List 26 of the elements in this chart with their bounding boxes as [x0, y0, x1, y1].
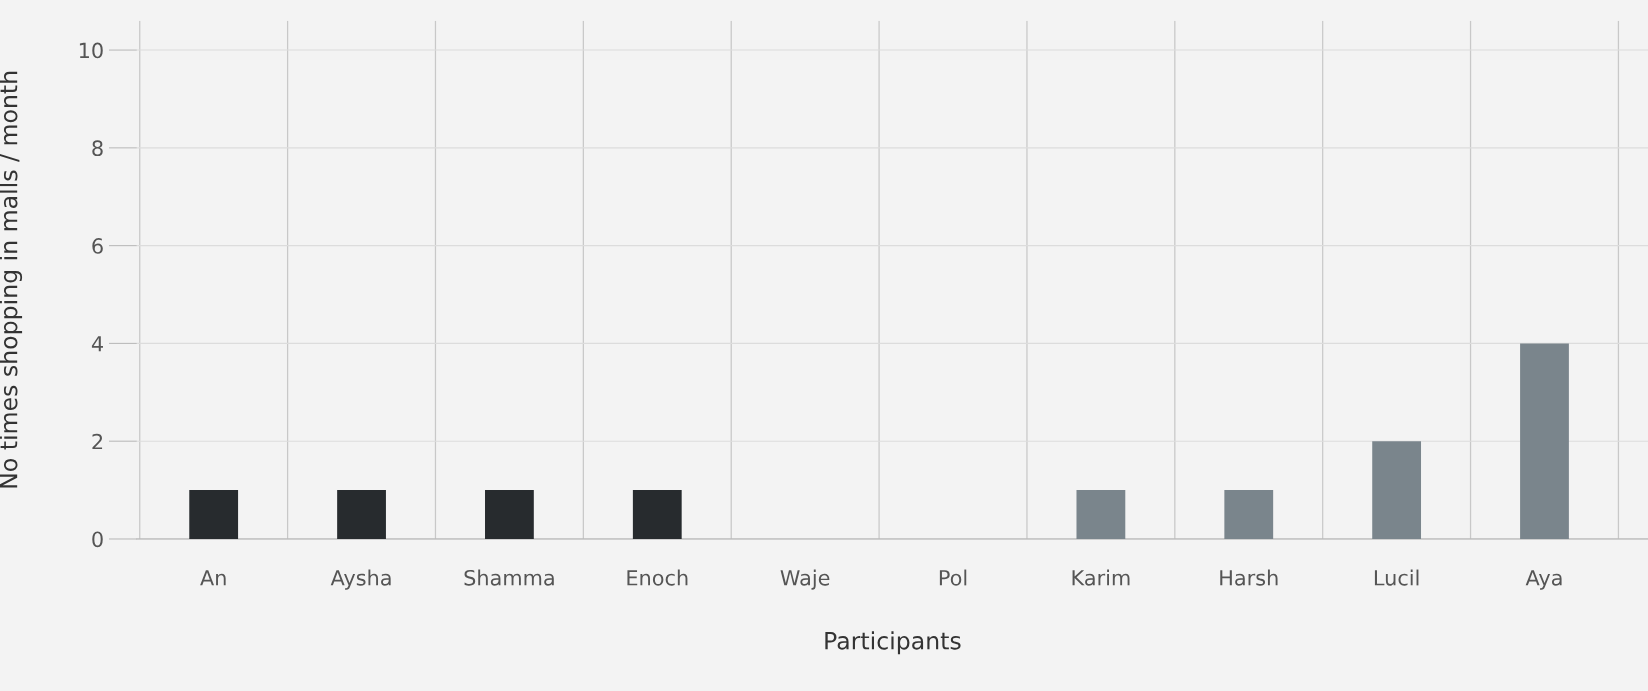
- x-tick-label: Pol: [939, 569, 967, 586]
- bar: [632, 490, 682, 539]
- x-tick-label: Waje: [780, 569, 830, 590]
- bar: [1076, 490, 1126, 539]
- x-tick-label: Aya: [1525, 570, 1562, 590]
- y-tick-label: 0: [92, 531, 103, 548]
- x-tick-label: Aysha: [330, 569, 391, 590]
- y-tick-label: 10: [79, 42, 103, 59]
- x-tick-label: Lucil: [1374, 569, 1419, 586]
- y-tick-label: 8: [92, 140, 103, 157]
- y-tick-label: 6: [92, 238, 103, 254]
- bar: [485, 490, 534, 539]
- bar: [189, 490, 239, 539]
- x-axis-title: Participants: [825, 631, 961, 655]
- y-axis-title: No times shopping in malls / month: [0, 71, 23, 488]
- y-tick-label: 4: [91, 336, 103, 352]
- x-tick-label: Shamma: [464, 569, 554, 586]
- x-tick-label: Harsh: [1220, 569, 1278, 586]
- bar: [1224, 490, 1274, 539]
- bar: [1372, 441, 1422, 539]
- y-tick-label: 2: [92, 433, 103, 450]
- x-tick-label: Enoch: [627, 569, 688, 586]
- x-tick-label: Karim: [1072, 569, 1130, 586]
- bar: [337, 490, 386, 539]
- x-tick-label: An: [200, 570, 226, 586]
- bar: [1520, 343, 1569, 539]
